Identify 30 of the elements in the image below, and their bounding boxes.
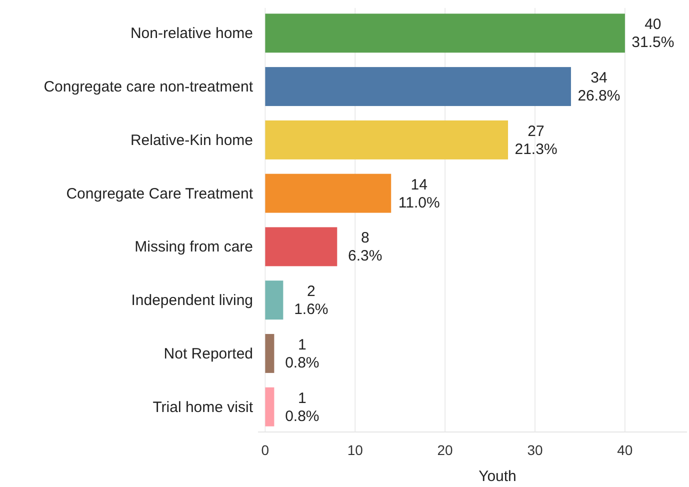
y-tick-label: Congregate Care Treatment [66,185,254,202]
data-label: 34 26.8% [578,70,620,105]
y-tick-label: Congregate care non-treatment [44,78,254,96]
data-label: 27 21.3% [514,122,558,158]
y-tick-label: Not Reported [164,345,253,362]
data-label: 8 6.3% [348,230,382,265]
x-tick-label: 30 [527,442,544,458]
x-tick-label: 40 [617,442,633,458]
bar [265,67,571,106]
data-label: 1 0.8% [285,336,320,372]
data-label: 2 1.6% [294,283,328,318]
data-label: 1 0.8% [285,390,320,425]
y-tick-label: Trial home visit [152,398,254,416]
x-tick-label: 20 [437,442,454,458]
bar [265,14,625,53]
x-tick-label: 10 [347,442,364,458]
bar [265,387,274,426]
data-label: 40 31.5% [632,16,674,52]
bar [265,280,284,320]
bar [265,227,338,266]
y-tick-label: Missing from care [134,238,253,256]
y-tick-label: Independent living [131,292,253,310]
data-label: 14 11.0% [398,176,440,212]
y-tick-label: Relative-Kin home [130,132,253,149]
y-tick-label: Non-relative home [130,25,253,42]
bar [265,120,508,160]
bar [265,174,392,213]
x-axis-title: Youth [478,468,516,485]
bar [265,334,274,373]
x-tick-label: 0 [261,442,270,458]
